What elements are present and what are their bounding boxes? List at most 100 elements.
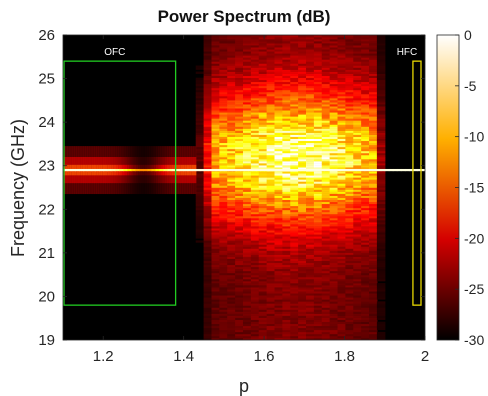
heatmap-cell bbox=[329, 35, 339, 38]
heatmap-cell bbox=[321, 218, 331, 221]
heatmap-cell bbox=[258, 128, 268, 131]
heatmap-cell bbox=[250, 57, 260, 60]
heatmap-cell bbox=[219, 126, 228, 129]
heatmap-cell bbox=[306, 303, 315, 306]
heatmap-cell bbox=[242, 106, 252, 109]
heatmap-cell bbox=[282, 287, 291, 290]
heatmap-cell bbox=[313, 75, 323, 78]
heatmap-cell bbox=[298, 142, 307, 146]
heatmap-cell bbox=[227, 307, 236, 310]
heatmap-cell bbox=[337, 191, 346, 194]
heatmap-cell bbox=[306, 337, 315, 340]
heatmap-cell bbox=[337, 291, 346, 294]
heatmap-cell bbox=[219, 104, 228, 107]
heatmap-cell bbox=[211, 301, 220, 304]
heatmap-cell bbox=[337, 57, 346, 60]
heatmap-cell bbox=[242, 49, 252, 52]
heatmap-cell bbox=[321, 189, 331, 192]
heatmap-cell bbox=[298, 256, 307, 259]
heatmap-cell bbox=[306, 93, 315, 97]
heatmap-cell bbox=[266, 81, 276, 85]
heatmap-cell bbox=[250, 218, 260, 221]
heatmap-cell bbox=[266, 331, 276, 335]
heatmap-cell bbox=[266, 264, 276, 268]
heatmap-cell bbox=[337, 240, 346, 243]
heatmap-cell bbox=[195, 224, 205, 227]
heatmap-cell bbox=[235, 246, 244, 249]
heatmap-cell bbox=[306, 331, 315, 335]
heatmap-cell bbox=[361, 220, 370, 223]
heatmap-cell bbox=[266, 45, 276, 48]
heatmap-cell bbox=[211, 75, 220, 78]
heatmap-cell bbox=[313, 276, 323, 280]
heatmap-cell bbox=[266, 337, 276, 340]
heatmap-cell bbox=[369, 250, 378, 253]
heatmap-cell bbox=[195, 132, 205, 135]
heatmap-cell bbox=[353, 256, 362, 259]
heatmap-cell bbox=[369, 254, 378, 257]
heatmap-cell bbox=[211, 283, 220, 286]
heatmap-cell bbox=[219, 67, 228, 70]
heatmap-cell bbox=[242, 207, 252, 211]
heatmap-cell bbox=[313, 289, 323, 292]
heatmap-cell bbox=[242, 130, 252, 133]
heatmap-cell bbox=[195, 150, 205, 154]
heatmap-cell bbox=[250, 201, 260, 205]
heatmap-cell bbox=[306, 100, 315, 103]
heatmap-cell bbox=[345, 126, 354, 129]
heatmap-cell bbox=[250, 93, 260, 97]
heatmap-cell bbox=[290, 238, 299, 241]
heatmap-cell bbox=[345, 159, 354, 162]
heatmap-cell bbox=[227, 146, 236, 150]
heatmap-cell bbox=[219, 236, 228, 239]
heatmap-cell bbox=[282, 77, 291, 81]
heatmap-cell bbox=[219, 268, 228, 272]
heatmap-cell bbox=[282, 276, 291, 280]
heatmap-cell bbox=[345, 262, 354, 266]
heatmap-cell bbox=[345, 187, 354, 190]
heatmap-cell bbox=[235, 49, 244, 52]
heatmap-cell bbox=[211, 272, 220, 276]
heatmap-cell bbox=[258, 236, 268, 239]
heatmap-cell bbox=[353, 244, 362, 247]
heatmap-cell bbox=[321, 299, 331, 302]
heatmap-cell bbox=[274, 234, 283, 237]
heatmap-cell bbox=[376, 79, 386, 83]
heatmap-cell bbox=[369, 154, 378, 158]
heatmap-cell bbox=[376, 41, 386, 44]
heatmap-cell bbox=[306, 266, 315, 270]
heatmap-cell bbox=[266, 61, 276, 64]
heatmap-cell bbox=[266, 75, 276, 78]
heatmap-cell bbox=[219, 238, 228, 241]
heatmap-cell bbox=[290, 337, 299, 340]
heatmap-cell bbox=[203, 61, 213, 64]
heatmap-cell bbox=[361, 77, 370, 81]
heatmap-cell bbox=[337, 77, 346, 81]
heatmap-cell bbox=[298, 157, 307, 160]
heatmap-cell bbox=[298, 313, 307, 316]
colorbar-tick-label: -15 bbox=[464, 180, 484, 196]
heatmap-cell bbox=[329, 268, 339, 272]
heatmap-cell bbox=[195, 173, 205, 176]
heatmap-cell bbox=[313, 272, 323, 276]
heatmap-cell bbox=[361, 293, 370, 296]
heatmap-cell bbox=[290, 165, 299, 168]
heatmap-cell bbox=[290, 39, 299, 42]
heatmap-cell bbox=[203, 124, 213, 127]
heatmap-cell bbox=[290, 81, 299, 85]
heatmap-cell bbox=[345, 285, 354, 288]
heatmap-cell bbox=[195, 201, 205, 205]
heatmap-cell bbox=[211, 270, 220, 274]
heatmap-cell bbox=[235, 171, 244, 174]
heatmap-cell bbox=[290, 236, 299, 239]
heatmap-cell bbox=[298, 39, 307, 42]
heatmap-cell bbox=[266, 313, 276, 316]
heatmap-cell bbox=[369, 57, 378, 60]
heatmap-cell bbox=[211, 311, 220, 314]
heatmap-cell bbox=[306, 209, 315, 213]
heatmap-cell bbox=[376, 122, 386, 125]
heatmap-cell bbox=[306, 262, 315, 266]
heatmap-cell bbox=[195, 67, 205, 70]
heatmap-cell bbox=[235, 173, 244, 176]
heatmap-cell bbox=[290, 49, 299, 52]
